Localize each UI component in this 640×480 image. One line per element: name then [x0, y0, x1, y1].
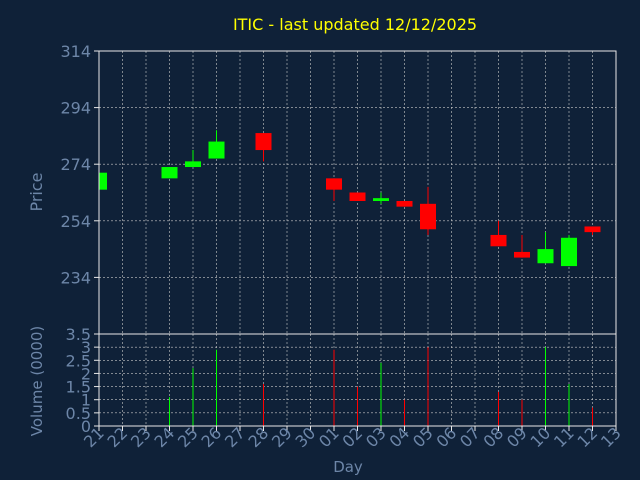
x-axis-label: Day: [333, 458, 363, 476]
volume-bars: [169, 347, 593, 426]
candle-body: [584, 226, 601, 233]
price-tick-label: 314: [60, 42, 91, 61]
candle-body: [373, 198, 389, 201]
volume-axis: 3.532.521.510.50: [66, 325, 99, 436]
candles: [98, 130, 601, 267]
candle-body: [208, 141, 225, 159]
price-tick-label: 234: [60, 268, 91, 287]
chart-title: ITIC - last updated 12/12/2025: [233, 15, 477, 34]
x-axis: 2122232425262728293001020304050607080910…: [80, 423, 625, 451]
price-axis: 314 294 274 254 234: [60, 42, 99, 287]
volume-tick-label: 1.5: [66, 378, 91, 397]
candle-body: [255, 133, 272, 151]
candle-body: [514, 251, 530, 258]
price-axis-label: Price: [27, 172, 46, 211]
volume-tick-label: 2.5: [66, 351, 91, 370]
price-tick-label: 254: [60, 212, 91, 231]
volume-tick-label: 3: [81, 338, 91, 357]
volume-tick-label: 2: [81, 364, 91, 383]
candle-body: [420, 203, 436, 230]
volume-tick-label: 1: [81, 391, 91, 410]
candle-body: [185, 161, 201, 168]
candle-body: [349, 192, 366, 201]
candle-body: [396, 200, 413, 207]
candle-body: [490, 234, 507, 247]
candle-body: [561, 237, 577, 267]
candle-body: [537, 249, 554, 264]
candle-body: [99, 172, 107, 190]
volume-tick-label: 3.5: [66, 325, 91, 344]
candle-body: [161, 167, 178, 179]
price-tick-label: 274: [60, 155, 91, 174]
volume-tick-label: 0: [81, 417, 91, 436]
volume-axis-label: Volume (0000): [28, 326, 46, 436]
price-tick-label: 294: [60, 99, 91, 118]
candle-body: [326, 178, 342, 190]
volume-tick-label: 0.5: [66, 404, 91, 423]
